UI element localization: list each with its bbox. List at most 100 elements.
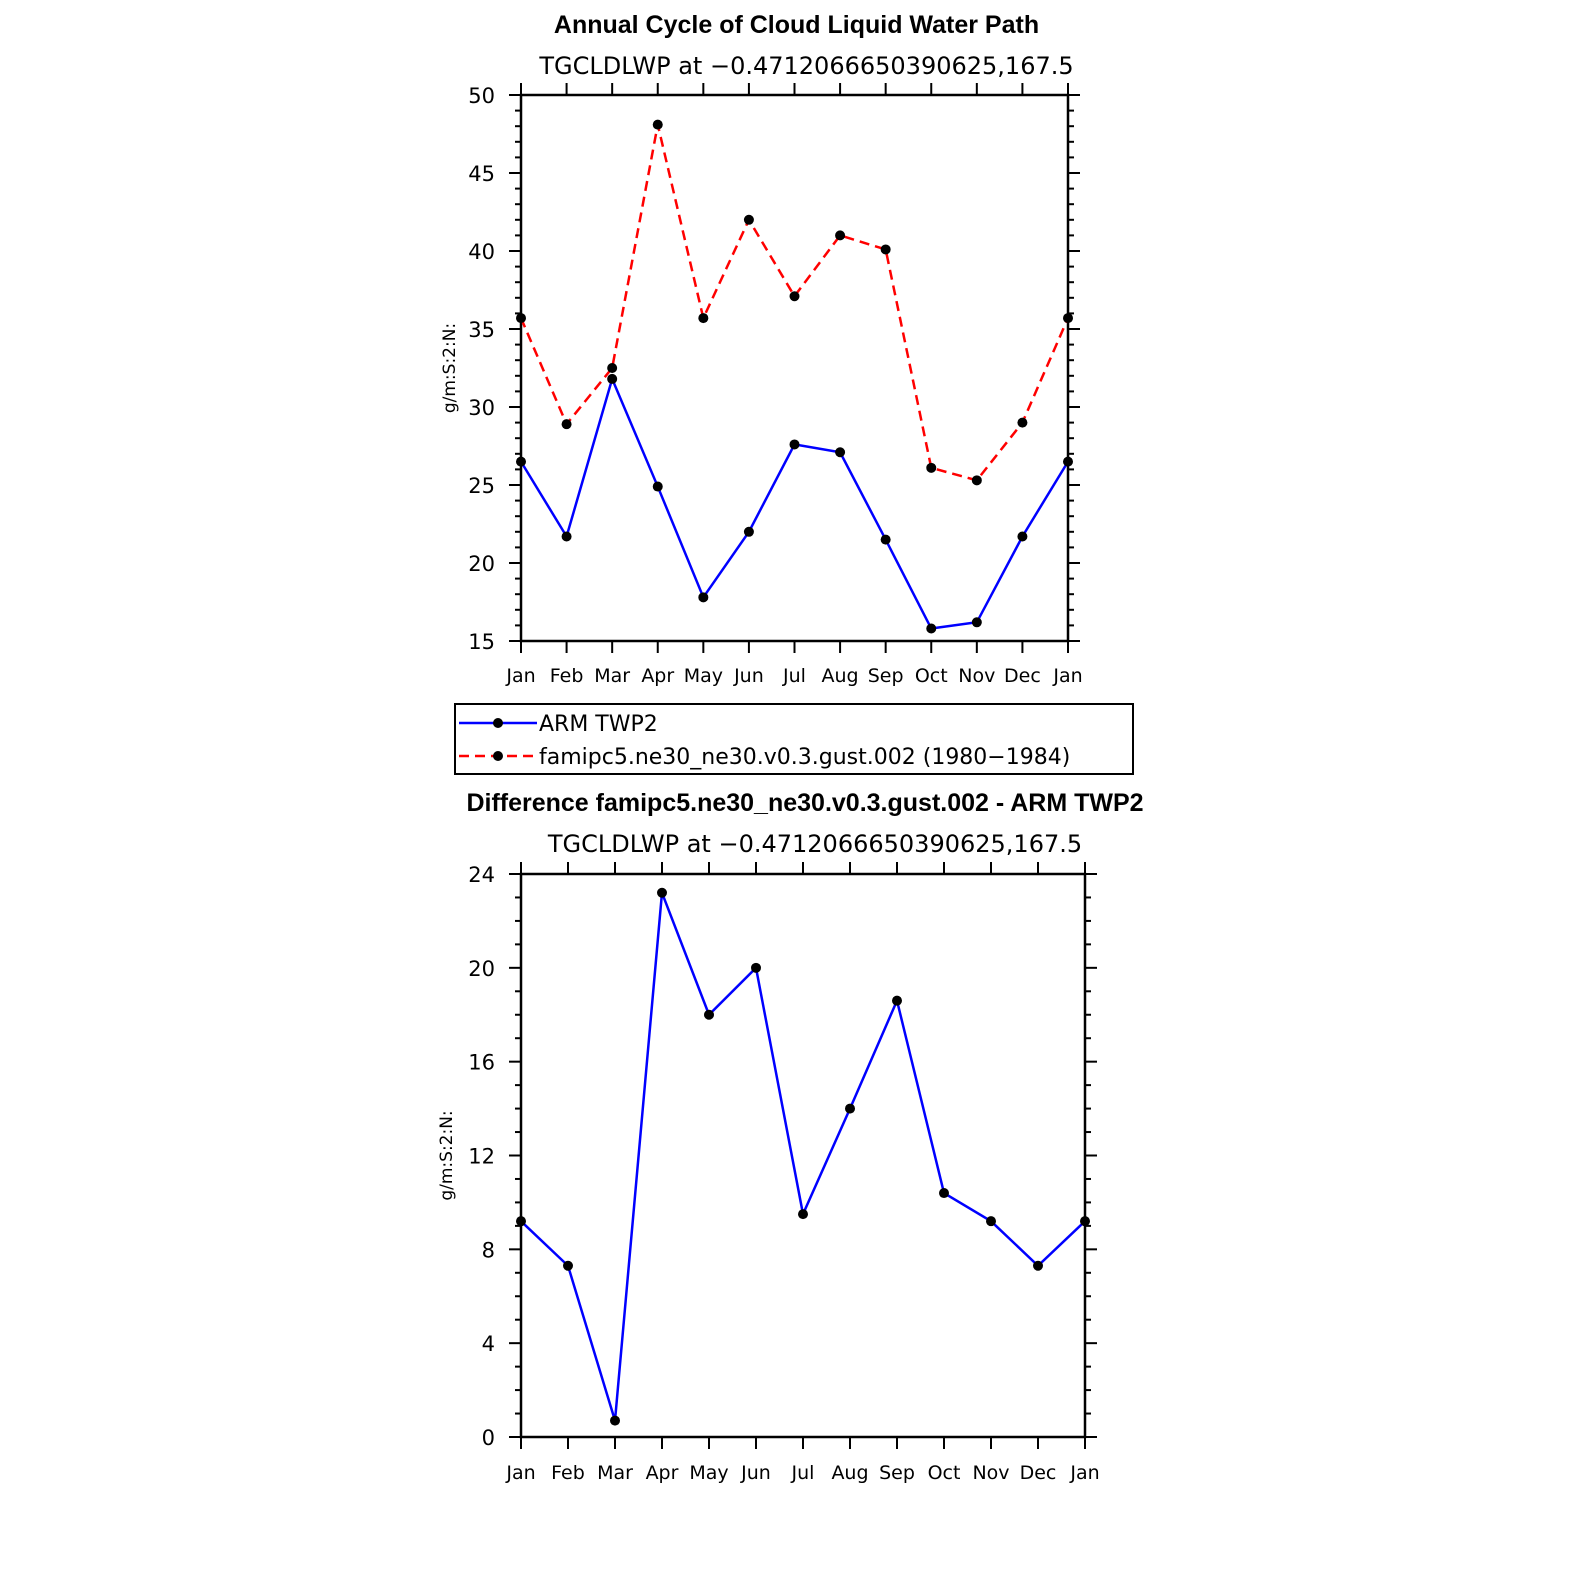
y-tick-label: 12 xyxy=(468,1145,495,1169)
y-tick-label: 30 xyxy=(468,396,495,420)
data-point xyxy=(657,887,667,898)
chart-title: Annual Cycle of Cloud Liquid Water Path xyxy=(554,11,1039,39)
plot-frame xyxy=(519,872,1087,1439)
y-tick-label: 50 xyxy=(468,84,495,108)
data-point xyxy=(561,531,572,542)
y-axis-label: g/m:S:2:N: xyxy=(440,323,460,413)
chart-title: Difference famipc5.ne30_ne30.v0.3.gust.0… xyxy=(466,789,1143,817)
y-tick-label: 24 xyxy=(468,863,495,887)
x-tick-label: Oct xyxy=(928,1462,961,1484)
y-axis-label: g/m:S:2:N: xyxy=(437,1110,457,1200)
x-tick-label: Sep xyxy=(868,665,904,687)
difference-chart: Difference famipc5.ne30_ne30.v0.3.gust.0… xyxy=(437,789,1144,1484)
y-tick-label: 4 xyxy=(482,1332,495,1356)
data-point xyxy=(563,1260,573,1271)
y-tick-label: 35 xyxy=(468,318,495,342)
data-point xyxy=(926,623,937,634)
x-tick-label: Jul xyxy=(791,1462,815,1484)
legend-box xyxy=(454,703,1134,775)
y-tick-label: 16 xyxy=(468,1051,495,1075)
data-point xyxy=(971,475,982,486)
data-point xyxy=(1063,456,1073,467)
data-point xyxy=(835,230,846,241)
chart-subtitle: TGCLDLWP at −0.4712066650390625,167.5 xyxy=(547,830,1082,858)
x-tick-label: Feb xyxy=(550,665,584,687)
data-point xyxy=(607,363,618,373)
data-point xyxy=(835,447,846,458)
data-point xyxy=(1017,417,1028,428)
x-tick-label: Dec xyxy=(1020,1462,1057,1484)
x-tick-label: Feb xyxy=(551,1462,585,1484)
data-point xyxy=(1063,313,1073,324)
x-tick-label: Jul xyxy=(782,665,806,687)
x-tick-label: May xyxy=(684,665,723,687)
data-point xyxy=(986,1216,996,1227)
y-tick-label: 0 xyxy=(482,1426,495,1450)
data-point xyxy=(698,592,709,603)
data-point xyxy=(698,313,709,324)
data-point xyxy=(561,419,572,430)
y-tick-label: 8 xyxy=(482,1238,495,1262)
x-tick-label: Oct xyxy=(915,665,948,687)
y-tick-label: 25 xyxy=(468,474,495,498)
data-point xyxy=(789,291,800,302)
data-point xyxy=(971,617,982,628)
x-tick-label: Apr xyxy=(641,665,674,687)
legend-marker-0 xyxy=(493,718,503,728)
x-tick-label: Mar xyxy=(594,665,630,687)
chart-subtitle: TGCLDLWP at −0.4712066650390625,167.5 xyxy=(538,52,1073,80)
y-tick-label: 20 xyxy=(468,957,495,981)
data-point xyxy=(610,1415,620,1426)
data-point xyxy=(743,214,754,225)
y-tick-label: 20 xyxy=(468,552,495,576)
data-point xyxy=(798,1209,808,1220)
x-tick-label: Jun xyxy=(733,665,764,687)
data-point xyxy=(845,1103,855,1114)
data-point xyxy=(652,481,663,492)
top-chart: Annual Cycle of Cloud Liquid Water Path T… xyxy=(440,11,1083,687)
data-point xyxy=(1080,1216,1090,1227)
data-point xyxy=(516,1216,526,1227)
x-tick-label: Apr xyxy=(646,1462,679,1484)
x-tick-label: Aug xyxy=(822,665,859,687)
legend-label-0: ARM TWP2 xyxy=(539,712,658,737)
data-point xyxy=(880,244,891,255)
data-point xyxy=(1033,1260,1043,1271)
x-tick-label: Nov xyxy=(972,1462,1009,1484)
x-tick-label: Jan xyxy=(505,665,535,687)
legend-marker-1 xyxy=(493,751,503,761)
data-point xyxy=(704,1009,714,1020)
x-tick-label: Aug xyxy=(831,1462,868,1484)
legend: ARM TWP2 famipc5.ne30_ne30.v0.3.gust.002 … xyxy=(454,703,1134,775)
y-tick-label: 15 xyxy=(468,630,495,654)
x-tick-label: May xyxy=(689,1462,728,1484)
series-line-0 xyxy=(519,375,1070,630)
legend-label-1: famipc5.ne30_ne30.v0.3.gust.002 (1980−19… xyxy=(539,745,1070,770)
data-point xyxy=(607,373,618,384)
data-point xyxy=(743,526,754,537)
x-tick-label: Jun xyxy=(740,1462,771,1484)
data-point xyxy=(652,119,663,130)
data-point xyxy=(880,534,891,545)
y-tick-label: 40 xyxy=(468,240,495,264)
x-tick-label: Sep xyxy=(879,1462,915,1484)
y-tick-label: 45 xyxy=(468,162,495,186)
x-tick-label: Nov xyxy=(958,665,995,687)
x-tick-label: Jan xyxy=(1069,1462,1099,1484)
data-point xyxy=(516,313,526,324)
x-tick-label: Jan xyxy=(1052,665,1082,687)
plot-frame xyxy=(519,93,1070,643)
data-point xyxy=(926,462,937,473)
series-line-1 xyxy=(519,124,1070,482)
series-line-0 xyxy=(520,892,1086,1421)
data-point xyxy=(892,995,902,1006)
data-point xyxy=(939,1188,949,1199)
x-tick-label: Mar xyxy=(597,1462,633,1484)
x-tick-label: Jan xyxy=(505,1462,535,1484)
data-point xyxy=(751,962,761,973)
x-tick-label: Dec xyxy=(1004,665,1041,687)
data-point xyxy=(789,439,800,450)
data-point xyxy=(1017,531,1028,542)
data-point xyxy=(516,456,526,467)
